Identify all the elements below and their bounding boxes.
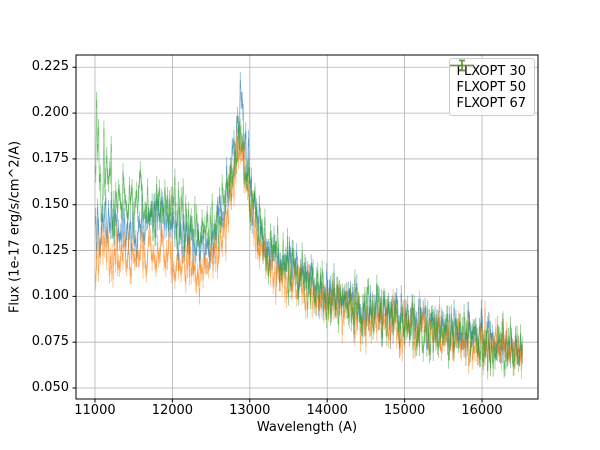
x-tick-label: 15000 [383, 403, 426, 418]
y-tick-label: 0.050 [31, 380, 69, 395]
x-tick-label: 13000 [229, 403, 271, 418]
legend-entry: FLXOPT 50 [449, 59, 526, 95]
legend-entry: FLXOPT 67 [449, 59, 526, 111]
x-tick-label: 16000 [461, 403, 503, 418]
y-tick-label: 0.150 [31, 196, 69, 212]
axes-spines [75, 54, 539, 400]
x-tick-label: 14000 [306, 403, 348, 418]
y-tick-label: 0.125 [31, 242, 69, 258]
legend: FLXOPT 30 FLXOPT 50 FLXOPT 67 [448, 58, 535, 116]
y-tick-label: 0.225 [31, 59, 69, 75]
legend-label: FLXOPT 67 [456, 95, 526, 111]
y-tick-label: 0.075 [31, 334, 69, 350]
legend-label: FLXOPT 30 [456, 63, 526, 79]
errorbar-handle-icon [449, 59, 474, 72]
y-tick-label: 0.200 [31, 105, 69, 121]
y-axis-label: Flux (1e-17 erg/s/cm^2/A) [7, 140, 23, 314]
x-tick-label: 12000 [151, 403, 194, 418]
y-tick-label: 0.175 [31, 150, 69, 166]
x-tick-label: 11000 [74, 403, 116, 418]
series-line-flxopt-67 [95, 100, 523, 372]
legend-label: FLXOPT 50 [456, 79, 526, 95]
y-tick-label: 0.100 [31, 288, 69, 304]
x-axis-label: Wavelength (A) [256, 420, 358, 435]
